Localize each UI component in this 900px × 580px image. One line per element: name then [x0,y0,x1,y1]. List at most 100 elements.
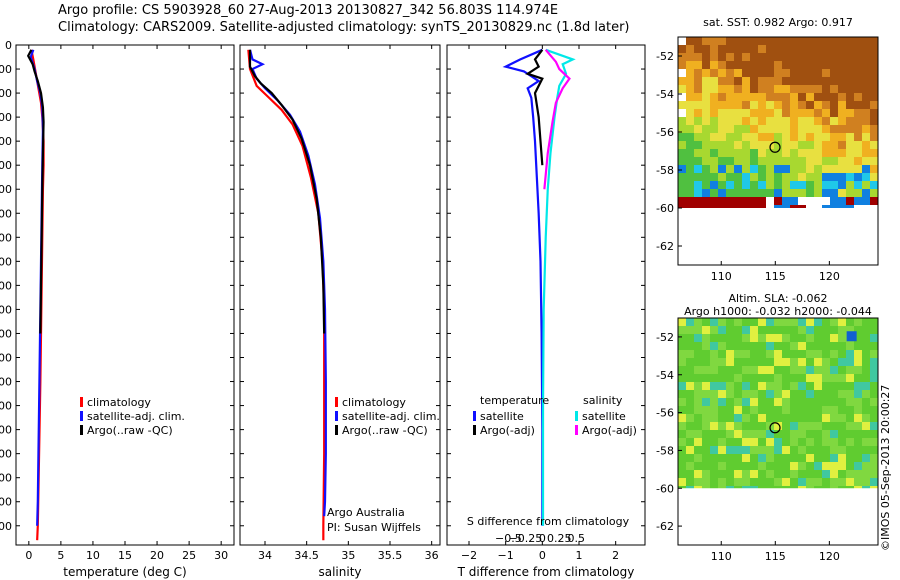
map-cell [718,438,727,447]
map-cell [838,69,847,78]
map-cell [734,181,743,190]
legend-swatch [575,411,578,421]
map-cell [718,93,727,102]
map-cell [702,406,711,415]
x-tick-label: 30 [214,549,228,562]
map-cell [702,125,711,134]
map-cell [782,77,791,86]
map-cell [694,470,703,479]
map-cell [846,85,855,94]
map-cell [726,342,735,351]
map-cell [686,53,695,62]
map-cell [686,61,695,70]
map-cell [742,366,751,375]
legend-title: salinity [583,394,623,407]
map-cell [742,374,751,383]
map-cell [678,470,687,479]
map-cell [726,414,735,423]
map-cell [750,173,759,182]
map-cell [854,406,863,415]
map-cell [830,165,839,174]
map-cell [734,85,743,94]
map-cell [790,173,799,182]
map-cell [870,117,879,126]
map-cell [822,318,831,327]
map-cell [806,366,815,375]
legend-title: temperature [480,394,549,407]
map-cell [774,69,783,78]
map-cell [686,414,695,423]
map-cell [806,101,815,110]
map-cell [806,342,815,351]
map-cell [718,53,727,62]
map-cell [678,117,687,126]
map-cell [814,422,823,431]
map-cell [854,430,863,439]
map-cell [838,414,847,423]
map-cell [774,382,783,391]
map-cell [726,157,735,166]
map-cell [806,133,815,142]
map-cell [710,326,719,335]
map-cell [774,438,783,447]
map-cell [678,181,687,190]
map-cell [814,406,823,415]
map-cell [750,358,759,367]
map-cell [798,318,807,327]
y-tick-label: -58 [656,164,674,177]
map-cell [838,141,847,150]
map-cell [678,109,687,118]
map-cell [862,61,871,70]
map-cell [822,61,831,70]
map-cell [702,109,711,118]
map-cell [702,37,711,46]
map-cell [798,414,807,423]
map-cell [734,454,743,463]
map-cell [806,462,815,471]
map-cell [854,125,863,134]
map-cell [750,197,759,206]
legend-swatch [335,411,338,421]
map-cell [726,350,735,359]
map-cell [742,398,751,407]
map-cell [750,93,759,102]
map-cell [862,398,871,407]
s-tick-label: −0.25 [509,532,543,545]
map-cell [862,382,871,391]
map-cell [782,101,791,110]
map-cell [782,45,791,54]
map-cell [822,69,831,78]
map-cell [750,462,759,471]
map-cell [750,422,759,431]
map-cell [782,334,791,343]
map-cell [854,133,863,142]
map-cell [846,37,855,46]
map-cell [758,77,767,86]
map-cell [830,430,839,439]
map-cell [726,390,735,399]
map-cell [758,173,767,182]
map-cell [734,45,743,54]
map-cell [870,181,879,190]
map-cell [742,125,751,134]
map-cell [862,438,871,447]
map-cell [854,45,863,54]
map-cell [806,93,815,102]
map-cell [798,45,807,54]
map-cell [678,101,687,110]
map-cell [854,390,863,399]
map-cell [758,390,767,399]
map-cell [790,101,799,110]
map-cell [718,125,727,134]
map-cell [870,165,879,174]
map-cell [854,374,863,383]
map-cell [846,414,855,423]
map-cell [870,157,879,166]
map-cell [846,125,855,134]
map-cell [830,318,839,327]
map-cell [830,470,839,479]
map-cell [814,382,823,391]
x-tick-label: 15 [118,549,132,562]
map-cell [678,53,687,62]
map-cell [734,141,743,150]
